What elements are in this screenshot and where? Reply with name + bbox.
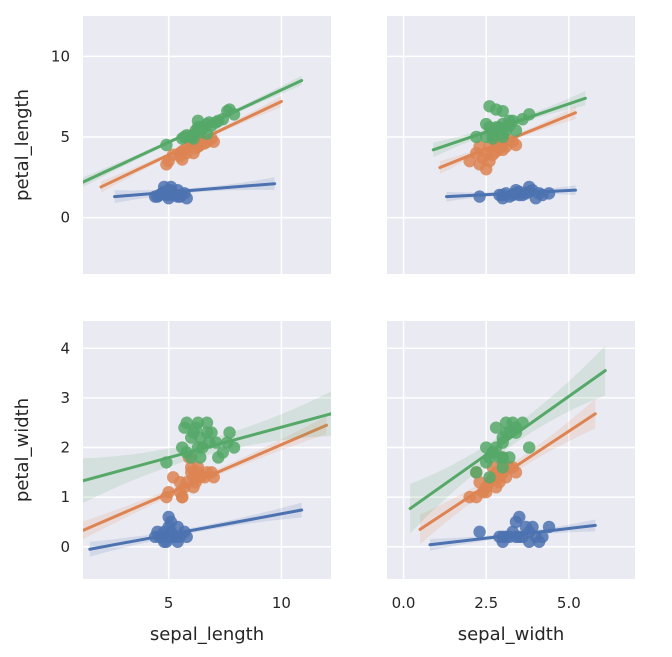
- regression-line-setosa: [445, 188, 577, 199]
- data-point-virginica: [180, 416, 193, 429]
- x-tick-label: 10: [272, 594, 291, 612]
- x-tick-label: 0.0: [392, 594, 416, 612]
- y-tick-labels-top: 0 5 10: [51, 47, 70, 226]
- data-point-versicolor: [496, 143, 509, 157]
- data-point-setosa: [171, 535, 184, 548]
- y-tick-label: 2: [60, 439, 70, 457]
- regression-line-virginica: [431, 96, 587, 152]
- regression-line-setosa: [428, 523, 597, 547]
- y-tick-label: 4: [60, 339, 70, 357]
- y-axis-label-petal-length: petal_length: [12, 89, 33, 201]
- data-point-virginica: [200, 127, 214, 140]
- x-tick-label: 5: [164, 594, 174, 612]
- data-point-virginica: [489, 421, 503, 434]
- data-point-virginica: [499, 416, 513, 429]
- data-point-virginica: [480, 117, 493, 131]
- x-tick-label: 2.5: [474, 594, 498, 612]
- panel-top-left: [83, 16, 331, 274]
- data-point-virginica: [185, 431, 198, 444]
- data-point-setosa: [180, 530, 193, 544]
- data-point-setosa: [473, 525, 486, 539]
- data-point-virginica: [194, 451, 207, 464]
- data-point-virginica: [470, 466, 483, 479]
- data-point-virginica: [200, 416, 214, 429]
- data-point-virginica: [486, 132, 500, 145]
- y-tick-label: 1: [60, 488, 70, 506]
- data-point-versicolor: [185, 461, 198, 474]
- regression-line-virginica: [83, 79, 304, 184]
- y-tick-label: 3: [60, 389, 70, 407]
- regression-line-versicolor: [418, 412, 597, 531]
- x-tick-labels-left: 5 10: [164, 594, 291, 612]
- data-point-setosa: [526, 520, 539, 534]
- y-tick-labels-bottom: 0 1 2 3 4: [60, 339, 70, 555]
- data-point-versicolor: [489, 481, 503, 494]
- data-point-virginica: [496, 130, 509, 144]
- data-point-virginica: [483, 471, 496, 484]
- data-point-virginica: [522, 441, 536, 454]
- x-tick-label: 5.0: [557, 594, 581, 612]
- data-point-virginica: [205, 426, 218, 439]
- x-tick-labels-right: 0.0 2.5 5.0: [392, 594, 581, 612]
- data-point-virginica: [223, 426, 236, 439]
- data-point-setosa: [536, 530, 549, 544]
- data-point-setosa: [522, 180, 536, 194]
- panel-top-right: [387, 16, 635, 274]
- y-tick-label: 5: [60, 128, 70, 146]
- data-point-setosa: [171, 190, 184, 203]
- y-axis-label-petal-width: petal_width: [12, 398, 33, 502]
- data-point-versicolor: [509, 138, 523, 152]
- panel-bottom-left: [83, 321, 331, 579]
- regression-line-versicolor: [83, 423, 328, 532]
- panel-bottom-right: [387, 321, 635, 579]
- data-point-virginica: [483, 100, 496, 113]
- data-point-virginica: [227, 441, 241, 454]
- regression-line-virginica: [83, 412, 331, 483]
- data-point-setosa: [542, 187, 556, 200]
- data-point-versicolor: [176, 490, 189, 504]
- regression-line-setosa: [88, 508, 304, 551]
- data-point-setosa: [509, 515, 523, 529]
- data-point-virginica: [480, 441, 493, 454]
- data-point-versicolor: [483, 154, 496, 168]
- data-point-virginica: [189, 421, 202, 434]
- y-tick-label: 0: [60, 538, 70, 556]
- data-point-virginica: [185, 451, 198, 464]
- data-point-virginica: [496, 104, 509, 118]
- y-tick-label: 0: [60, 209, 70, 227]
- data-point-setosa: [522, 535, 536, 548]
- data-point-virginica: [509, 124, 523, 137]
- data-point-versicolor: [187, 146, 200, 160]
- data-point-virginica: [503, 451, 516, 464]
- x-axis-label-sepal-width: sepal_width: [458, 624, 565, 645]
- y-tick-label: 10: [51, 47, 70, 65]
- regression-line-setosa: [113, 182, 277, 199]
- data-point-virginica: [216, 446, 229, 459]
- data-point-setosa: [164, 180, 178, 194]
- data-point-setosa: [164, 515, 178, 529]
- regression-line-virginica: [408, 369, 607, 511]
- x-axis-label-sepal-length: sepal_length: [150, 624, 264, 645]
- data-point-virginica: [496, 461, 509, 474]
